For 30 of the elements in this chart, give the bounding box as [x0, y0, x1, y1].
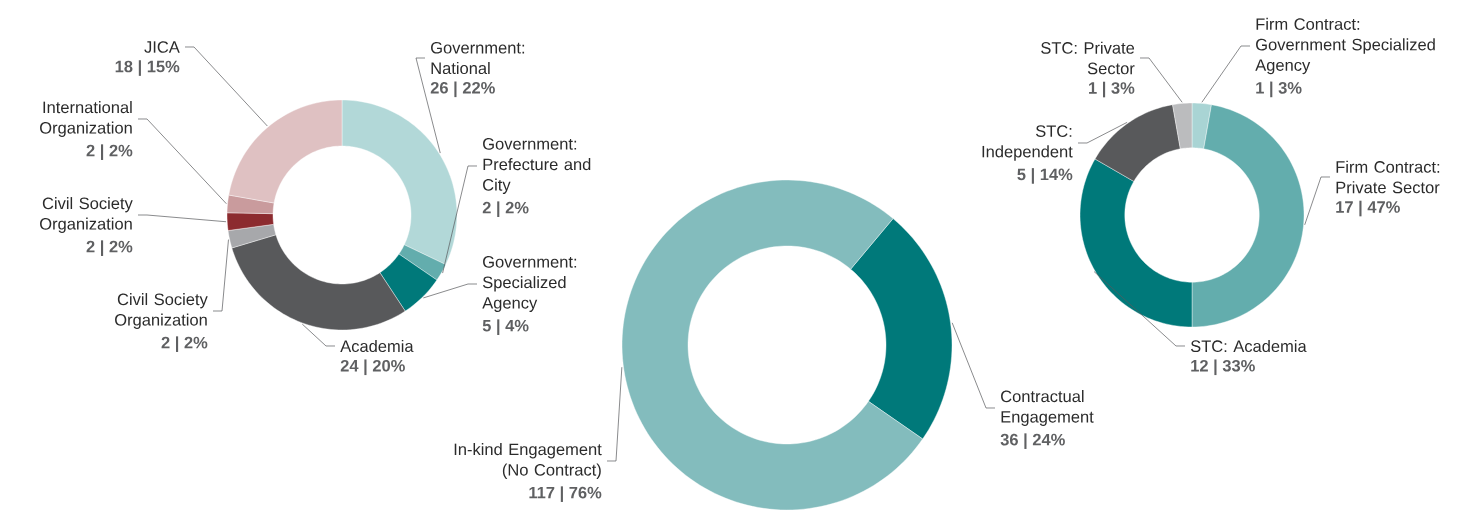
slice-label: Firm Contract: Government Specialized Agency	[1255, 17, 1435, 75]
data-label: 36 | 24%	[1000, 433, 1065, 449]
slice-label: STC: Independent	[982, 125, 1073, 161]
data-label: 1 | 3%	[1089, 81, 1135, 98]
slice-label: STC: Private Sector	[1041, 41, 1135, 75]
data-label: 117 | 76%	[529, 486, 602, 502]
data-label: 2 | 2%	[86, 144, 133, 160]
data-label: 24 | 20%	[340, 359, 405, 376]
slice-label: STC: Academia	[1190, 339, 1307, 353]
slice-label: Government: Specialized Agency	[482, 256, 577, 312]
slice-label: Civil Society Organization	[40, 197, 133, 233]
data-label: 18 | 15%	[115, 60, 180, 76]
slice-label: Civil Society Organization	[115, 293, 208, 329]
data-label: 26 | 22%	[430, 81, 495, 98]
slice-label: Government: Prefecture and City	[483, 138, 591, 194]
slice-label: Firm Contract: Private Sector	[1336, 160, 1440, 194]
data-label: 2 | 2%	[482, 201, 529, 217]
data-label: 5 | 14%	[1017, 168, 1073, 184]
data-label: 2 | 2%	[161, 336, 208, 352]
data-label: 17 | 47%	[1336, 200, 1400, 217]
data-label: 2 | 2%	[86, 240, 133, 256]
data-label: 5 | 4%	[482, 319, 529, 335]
data-label: 12 | 33%	[1191, 359, 1255, 376]
slice-label: Government: National	[431, 41, 525, 75]
data-label: 1 | 3%	[1256, 81, 1302, 98]
slice-label: International Organization	[40, 101, 132, 137]
slice-label: JICA	[144, 41, 180, 53]
slice-label: Contractual Engagement	[1001, 390, 1094, 426]
slice-label: Academia	[340, 339, 414, 353]
slice-label: In-kind Engagement (No Contract)	[454, 443, 602, 479]
